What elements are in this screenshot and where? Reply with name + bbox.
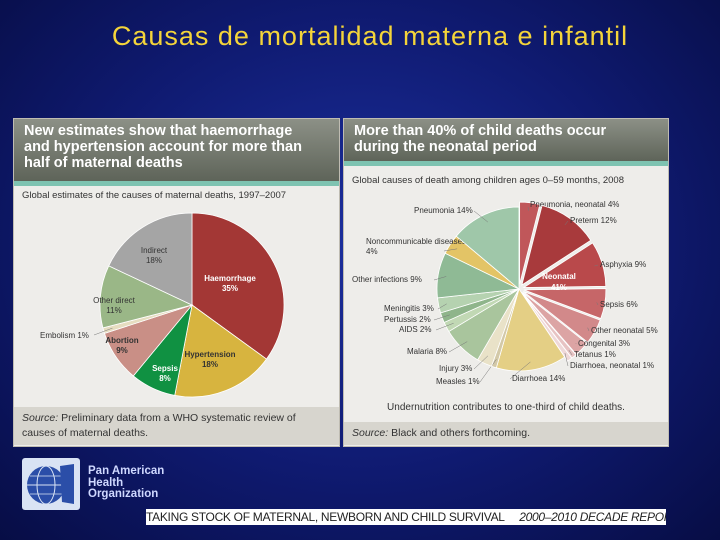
maternal-slice-haemorrhage [191,212,285,360]
maternal-leader-embolism [93,327,113,336]
org-name-line-2: Health [88,476,124,489]
child-label-congenital: Congenital 3% [578,339,630,348]
child-label-other-neonatal: Other neonatal 5% [591,326,658,335]
left-header-accent [14,181,339,186]
report-banner-decade: 2000–2010 DECADE REPORT [519,510,666,524]
child-label-noncommunicable-diseases: Noncommunicable diseases 4% [366,237,466,256]
maternal-label-hypertension: Hypertension 18% [184,350,235,369]
child-leader-injury [473,355,489,370]
child-label-diarrhoea: Diarrhoea 14% [512,374,565,383]
child-leader-asphyxia [594,264,599,267]
child-leader-meningitis [437,303,447,310]
maternal-deaths-panel: New estimates show that haemorrhage and … [13,118,340,447]
child-leader-diarrhoea-neonatal [564,352,569,367]
child-slice-pneumonia-neonatal [519,201,541,285]
child-label-pertussis: Pertussis 2% [384,315,431,324]
left-header-line-1: New estimates show that haemorrhage [24,123,293,139]
child-leader-sepsis [596,302,599,306]
left-source-text: Preliminary data from a WHO systematic r… [22,412,296,439]
left-panel-header: New estimates show that haemorrhage and … [14,119,339,181]
child-slice-sepsis [523,288,607,320]
right-chart-subtitle: Global causes of death among children ag… [352,175,624,186]
child-leader-other-neonatal [587,327,590,332]
child-label-diarrhoea-neonatal: Diarrhoea, neonatal 1% [570,361,654,370]
child-label-asphyxia: Asphyxia 9% [600,260,646,269]
child-slice-diarrhoea-neonatal [521,292,573,362]
child-leader-pneumonia [473,210,489,223]
right-header-line-1: More than 40% of child deaths occur [354,123,607,139]
slide-title: Causas de mortalidad materna e infantil [111,21,629,51]
child-leader-tetanus [568,349,573,356]
right-source-text: Black and others forthcoming. [391,427,531,439]
child-leader-preterm [564,220,569,226]
child-label-injury: Injury 3% [439,364,472,373]
organization-name: Pan American Health Organization [88,465,165,501]
org-name-line-1: Pan American [88,465,165,477]
left-chart-subtitle: Global estimates of the causes of matern… [22,190,287,201]
maternal-label-indirect: Indirect 18% [141,246,168,265]
child-label-aids: AIDS 2% [399,325,431,334]
child-leader-other-infections [433,276,447,281]
child-slice-pneumonia [455,206,520,290]
org-name-line-3: Organization [88,488,159,500]
maternal-label-sepsis: Sepsis 8% [152,364,178,383]
child-leader-aids [435,322,454,331]
report-banner: TAKING STOCK OF MATERNAL, NEWBORN AND CH… [146,509,666,525]
right-source: Source: Black and others forthcoming. [344,422,668,445]
right-source-label: Source: [352,427,389,439]
paho-globe-logo [22,458,80,510]
left-source: Source: Preliminary data from a WHO syst… [14,407,339,445]
child-leader-diarrhoea [509,361,531,380]
child-leader-measles [479,359,497,383]
maternal-label-abortion: Abortion 9% [105,336,138,355]
child-label-meningitis: Meningitis 3% [384,304,434,313]
child-label-tetanus: Tetanus 1% [574,350,616,359]
maternal-deaths-pie-chart: Haemorrhage 35% Hypertension 18% Sepsis 8% Abo… [40,212,285,398]
maternal-slice-hypertension [174,304,267,398]
child-label-preterm: Preterm 12% [570,216,617,225]
maternal-label-other-direct: Other direct 11% [93,296,136,315]
maternal-label-embolism: Embolism 1% [40,331,89,340]
child-deaths-panel: More than 40% of child deaths occur duri… [343,118,669,447]
child-slice-preterm [521,204,592,286]
child-neonatal-group-label: Neonatal 41% [542,272,576,292]
right-panel-header: More than 40% of child deaths occur duri… [344,119,668,161]
maternal-slice-indirect [108,212,193,306]
maternal-label-haemorrhage: Haemorrhage 35% [204,274,256,293]
left-header-line-2: and hypertension account for more than [24,139,302,155]
undernutrition-note: Undernutrition contributes to one-third … [387,402,625,413]
right-header-accent [344,161,668,166]
child-label-measles: Measles 1% [436,377,480,386]
child-deaths-pie-chart: Pneumonia, neonatal 4% Preterm 12% Asphyxi… [352,200,658,386]
left-header-line-3: half of maternal deaths [24,155,183,171]
child-leader-noncommunicable-diseases [443,248,458,252]
child-label-other-infections: Other infections 9% [352,275,422,284]
child-slice-asphyxia [522,242,607,288]
child-label-sepsis: Sepsis 6% [600,300,638,309]
child-leader-malaria [448,341,468,353]
child-label-malaria: Malaria 8% [407,347,447,356]
child-leader-pertussis [433,314,450,321]
child-label-pneumonia-neonatal: Pneumonia, neonatal 4% [530,200,619,209]
left-source-label: Source: [22,412,59,424]
child-label-pneumonia: Pneumonia 14% [414,206,473,215]
child-leader-pneumonia-neonatal [527,206,530,211]
right-header-line-2: during the neonatal period [354,139,537,155]
child-slice-other-neonatal [523,291,601,343]
report-banner-title: TAKING STOCK OF MATERNAL, NEWBORN AND CH… [146,510,505,524]
child-slice-congenital [522,292,588,355]
